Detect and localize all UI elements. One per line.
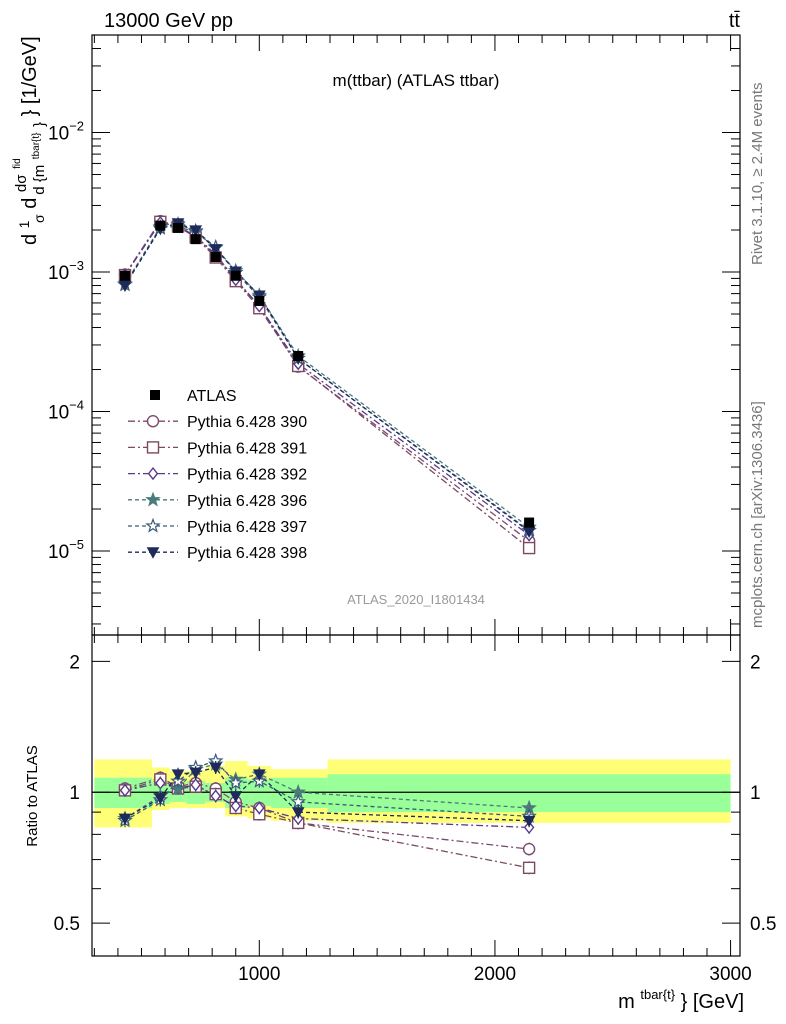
process-label: 13000 GeV pp bbox=[104, 10, 233, 32]
ratio-series-point bbox=[290, 793, 306, 809]
mcplots-label: mcplots.cern.ch [arXiv:1306.3436] bbox=[749, 401, 766, 628]
x-tick-label: 1000 bbox=[238, 964, 280, 985]
x-tick-label: 2000 bbox=[474, 964, 516, 985]
legend-marker-atlas bbox=[150, 390, 160, 400]
legend-label: Pythia 6.428 397 bbox=[187, 519, 307, 536]
y-label-text: d 1 σ d dσ fid d {m tbar{t} } } [1/GeV] bbox=[3, 36, 49, 245]
ratio-series-point bbox=[227, 774, 244, 790]
legend: ATLAS Pythia 6.428 390 Pythia 6.428 391 Pyt… bbox=[128, 388, 307, 562]
ratio-series-point bbox=[190, 778, 201, 792]
ratio-ticks: 0.5 0.5 1 1 2 2 1000 2000 3000 bbox=[54, 635, 776, 985]
series-point bbox=[522, 541, 536, 555]
y-tick-label: 10−3 bbox=[48, 258, 84, 284]
series-line bbox=[124, 220, 530, 542]
legend-marker bbox=[145, 491, 161, 507]
legend-marker bbox=[146, 441, 160, 454]
series-line bbox=[124, 226, 530, 528]
data-point bbox=[173, 222, 184, 233]
ratio-series-group bbox=[117, 752, 537, 875]
ratio-series-point bbox=[230, 799, 242, 813]
ratio-series-point bbox=[523, 820, 535, 835]
legend-marker bbox=[146, 415, 160, 428]
ratio-series-point bbox=[171, 769, 185, 781]
series-point bbox=[189, 225, 203, 237]
ratio-series-point bbox=[119, 783, 131, 797]
ratio-series-point bbox=[210, 789, 222, 803]
data-point bbox=[210, 252, 221, 263]
ratio-y-tick-label: 1 bbox=[69, 783, 80, 804]
atlas-data-points bbox=[119, 220, 535, 528]
plot-title: m(ttbar) (ATLAS ttbar) bbox=[333, 71, 500, 90]
ratio-y-tick-label-right: 1 bbox=[750, 783, 761, 804]
x-axis-label: m tbar{t} } [GeV] bbox=[618, 982, 744, 1013]
legend-label: Pythia 6.428 396 bbox=[187, 493, 307, 510]
legend-label: Pythia 6.428 398 bbox=[187, 545, 307, 562]
ratio-y-tick-label: 0.5 bbox=[54, 914, 80, 935]
series-point bbox=[252, 290, 266, 302]
ratio-plot-frame bbox=[91, 634, 741, 957]
data-point bbox=[254, 295, 265, 306]
ratio-series-point bbox=[118, 813, 132, 826]
ratio-series-point bbox=[252, 769, 266, 781]
ratio-series-point bbox=[229, 791, 243, 803]
ratio-series-point bbox=[170, 780, 186, 796]
data-point bbox=[155, 220, 166, 231]
ratio-series-point bbox=[522, 861, 536, 875]
data-point bbox=[524, 517, 535, 528]
legend-label-atlas: ATLAS bbox=[187, 388, 237, 405]
data-point bbox=[293, 350, 304, 361]
ratio-series-point bbox=[254, 801, 265, 815]
main-y-axis-label: d 1 σ d dσ fid d {m tbar{t} } } [1/GeV] bbox=[3, 36, 49, 245]
x-tick-label: 3000 bbox=[709, 964, 751, 985]
y-tick-label: 10−2 bbox=[48, 119, 84, 145]
y-tick-label: 10−4 bbox=[48, 398, 84, 424]
y-tick-label: 10−5 bbox=[48, 537, 84, 563]
ratio-series-point bbox=[522, 842, 536, 856]
final-state-label: tt̄ bbox=[729, 10, 741, 32]
legend-marker bbox=[146, 547, 160, 559]
ratio-series-point bbox=[209, 762, 223, 775]
ratio-series-point bbox=[189, 767, 203, 780]
ratio-series-point bbox=[291, 807, 305, 819]
legend-label: Pythia 6.428 390 bbox=[187, 414, 307, 431]
series-line bbox=[124, 221, 530, 536]
legend-marker bbox=[145, 517, 161, 533]
legend-label: Pythia 6.428 392 bbox=[187, 467, 307, 484]
main-series-group bbox=[117, 214, 537, 555]
ratio-y-axis-label: Ratio to ATLAS bbox=[24, 745, 41, 846]
main-panel: m(ttbar) (ATLAS ttbar) ATLAS_2020_I18014… bbox=[48, 34, 741, 636]
series-point bbox=[209, 244, 223, 256]
ratio-y-tick-label: 2 bbox=[69, 652, 80, 673]
legend-label: Pythia 6.428 391 bbox=[187, 440, 307, 457]
ratio-y-tick-label-right: 0.5 bbox=[750, 914, 776, 935]
ratio-series-point bbox=[522, 815, 536, 828]
data-point bbox=[119, 270, 130, 281]
ratio-panel: 0.5 0.5 1 1 2 2 1000 2000 3000 bbox=[54, 634, 776, 985]
ratio-series-point bbox=[153, 793, 167, 805]
data-point bbox=[190, 234, 201, 245]
series-point bbox=[118, 280, 132, 293]
rivet-label: Rivet 3.1.10, ≥ 2.4M events bbox=[749, 83, 766, 266]
ratio-y-tick-label-right: 2 bbox=[750, 652, 761, 673]
analysis-label: ATLAS_2020_I1801434 bbox=[347, 592, 485, 607]
legend-marker bbox=[147, 466, 159, 481]
ratio-uncertainty-bands bbox=[92, 759, 740, 828]
data-point bbox=[230, 270, 241, 281]
main-ticks: 10−5 10−4 10−3 10−2 bbox=[48, 34, 740, 635]
